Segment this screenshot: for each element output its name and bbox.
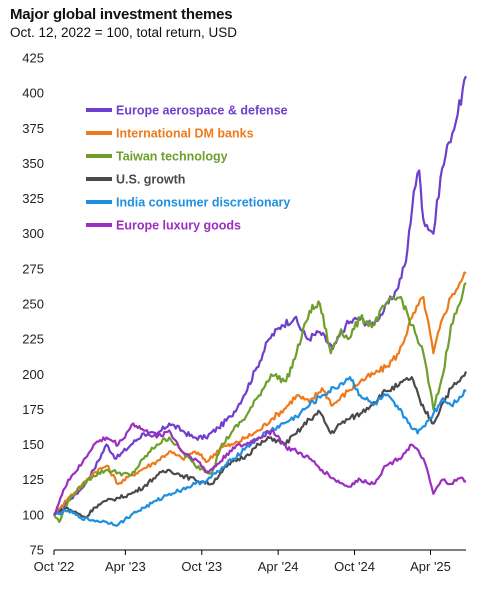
y-tick-label: 400 xyxy=(22,86,44,101)
x-tick-label: Oct '24 xyxy=(334,559,375,574)
y-axis-ticks: 75 100 125 150 175 200 225 250 275 300 325 350 375 40… xyxy=(22,51,44,558)
x-tick-label: Oct '22 xyxy=(34,559,75,574)
y-tick-label: 425 xyxy=(22,51,44,66)
y-tick-label: 150 xyxy=(22,437,44,452)
legend-label: U.S. growth xyxy=(116,173,185,187)
series-line-taiwan-tech xyxy=(53,282,467,523)
y-tick-label: 300 xyxy=(22,226,44,241)
y-tick-label: 325 xyxy=(22,191,44,206)
y-tick-label: 275 xyxy=(22,261,44,276)
series-line-europe-aero xyxy=(53,75,467,516)
y-tick-label: 225 xyxy=(22,332,44,347)
x-tick-label: Apr '25 xyxy=(410,559,451,574)
y-tick-label: 125 xyxy=(22,472,44,487)
legend-label: Europe luxury goods xyxy=(116,219,241,233)
y-tick-label: 175 xyxy=(22,402,44,417)
legend-label: Taiwan technology xyxy=(116,150,228,164)
series-line-us-growth xyxy=(53,371,468,519)
x-tick-label: Oct '23 xyxy=(181,559,222,574)
series-line-intl-banks xyxy=(53,271,467,516)
y-tick-label: 75 xyxy=(30,543,44,558)
chart-subtitle: Oct. 12, 2022 = 100, total return, USD xyxy=(10,25,238,40)
series-lines xyxy=(53,75,468,527)
chart-title: Major global investment themes xyxy=(10,6,233,23)
x-tick-label: Apr '23 xyxy=(105,559,146,574)
legend-label: India consumer discretionary xyxy=(116,196,290,210)
y-tick-label: 375 xyxy=(22,121,44,136)
series-line-india-cons xyxy=(53,376,467,527)
y-tick-label: 200 xyxy=(22,367,44,382)
y-tick-label: 350 xyxy=(22,156,44,171)
legend-label: Europe aerospace & defense xyxy=(116,104,288,118)
y-tick-label: 250 xyxy=(22,297,44,312)
legend-label: International DM banks xyxy=(116,127,254,141)
x-axis-ticks: Oct '22 Apr '23 Oct '23 Apr '24 Oct '24 Apr '… xyxy=(34,550,451,574)
y-tick-label: 100 xyxy=(22,507,44,522)
series-line-europe-lux xyxy=(53,422,467,516)
x-tick-label: Apr '24 xyxy=(258,559,299,574)
legend: Europe aerospace & defense International … xyxy=(86,104,290,233)
